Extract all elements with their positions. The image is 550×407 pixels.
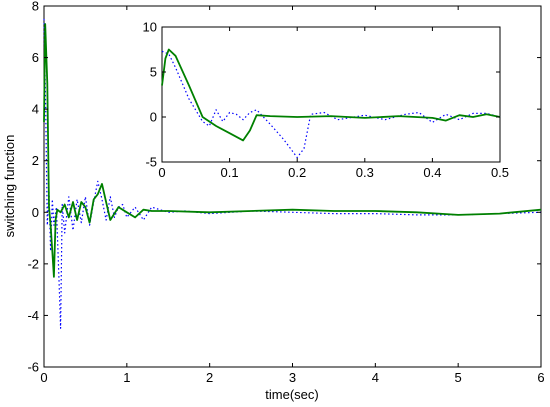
main-y-tick-label: 8 [32,0,39,14]
main-x-tick-label: 1 [123,370,130,385]
inset-plot-frame [161,26,501,163]
main-tick-group: 0 1 2 3 4 5 6 -6 -4 -2 0 2 4 6 8 [27,0,544,385]
inset-x-tick-label: 0.1 [221,165,239,180]
inset-x-tick-label: 0.4 [423,165,441,180]
main-x-tick-label: 6 [537,370,544,385]
main-y-tick-label: 4 [32,102,39,117]
y-axis-label: switching function [2,135,17,238]
x-axis-label: time(sec) [265,387,318,402]
inset-series-solid-line [161,48,501,142]
inset-y-tick-label: 0 [150,110,157,125]
main-y-tick-label: 6 [32,50,39,65]
main-x-tick-label: 4 [372,370,379,385]
main-x-tick-label: 0 [40,370,47,385]
inset-x-tick-label: 0.5 [491,165,509,180]
inset-y-tick-label: -5 [145,155,157,170]
inset-x-tick-label: 0.2 [288,165,306,180]
main-y-tick-label: -6 [27,360,39,375]
main-y-tick-label: 0 [32,205,39,220]
inset-y-tick-label: 10 [143,20,157,35]
main-y-tick-label: -2 [27,256,39,271]
inset-x-tick-label: 0.3 [356,165,374,180]
main-y-tick-label: -4 [27,308,39,323]
main-x-tick-label: 3 [289,370,296,385]
inset-y-tick-label: 5 [150,65,157,80]
main-x-tick-label: 2 [206,370,213,385]
main-series-group [43,18,542,329]
inset-series-group [161,48,501,159]
main-y-tick-label: 2 [32,153,39,168]
inset-x-tick-label: 0 [158,165,165,180]
main-series-solid-line [43,23,542,278]
main-x-tick-label: 5 [455,370,462,385]
